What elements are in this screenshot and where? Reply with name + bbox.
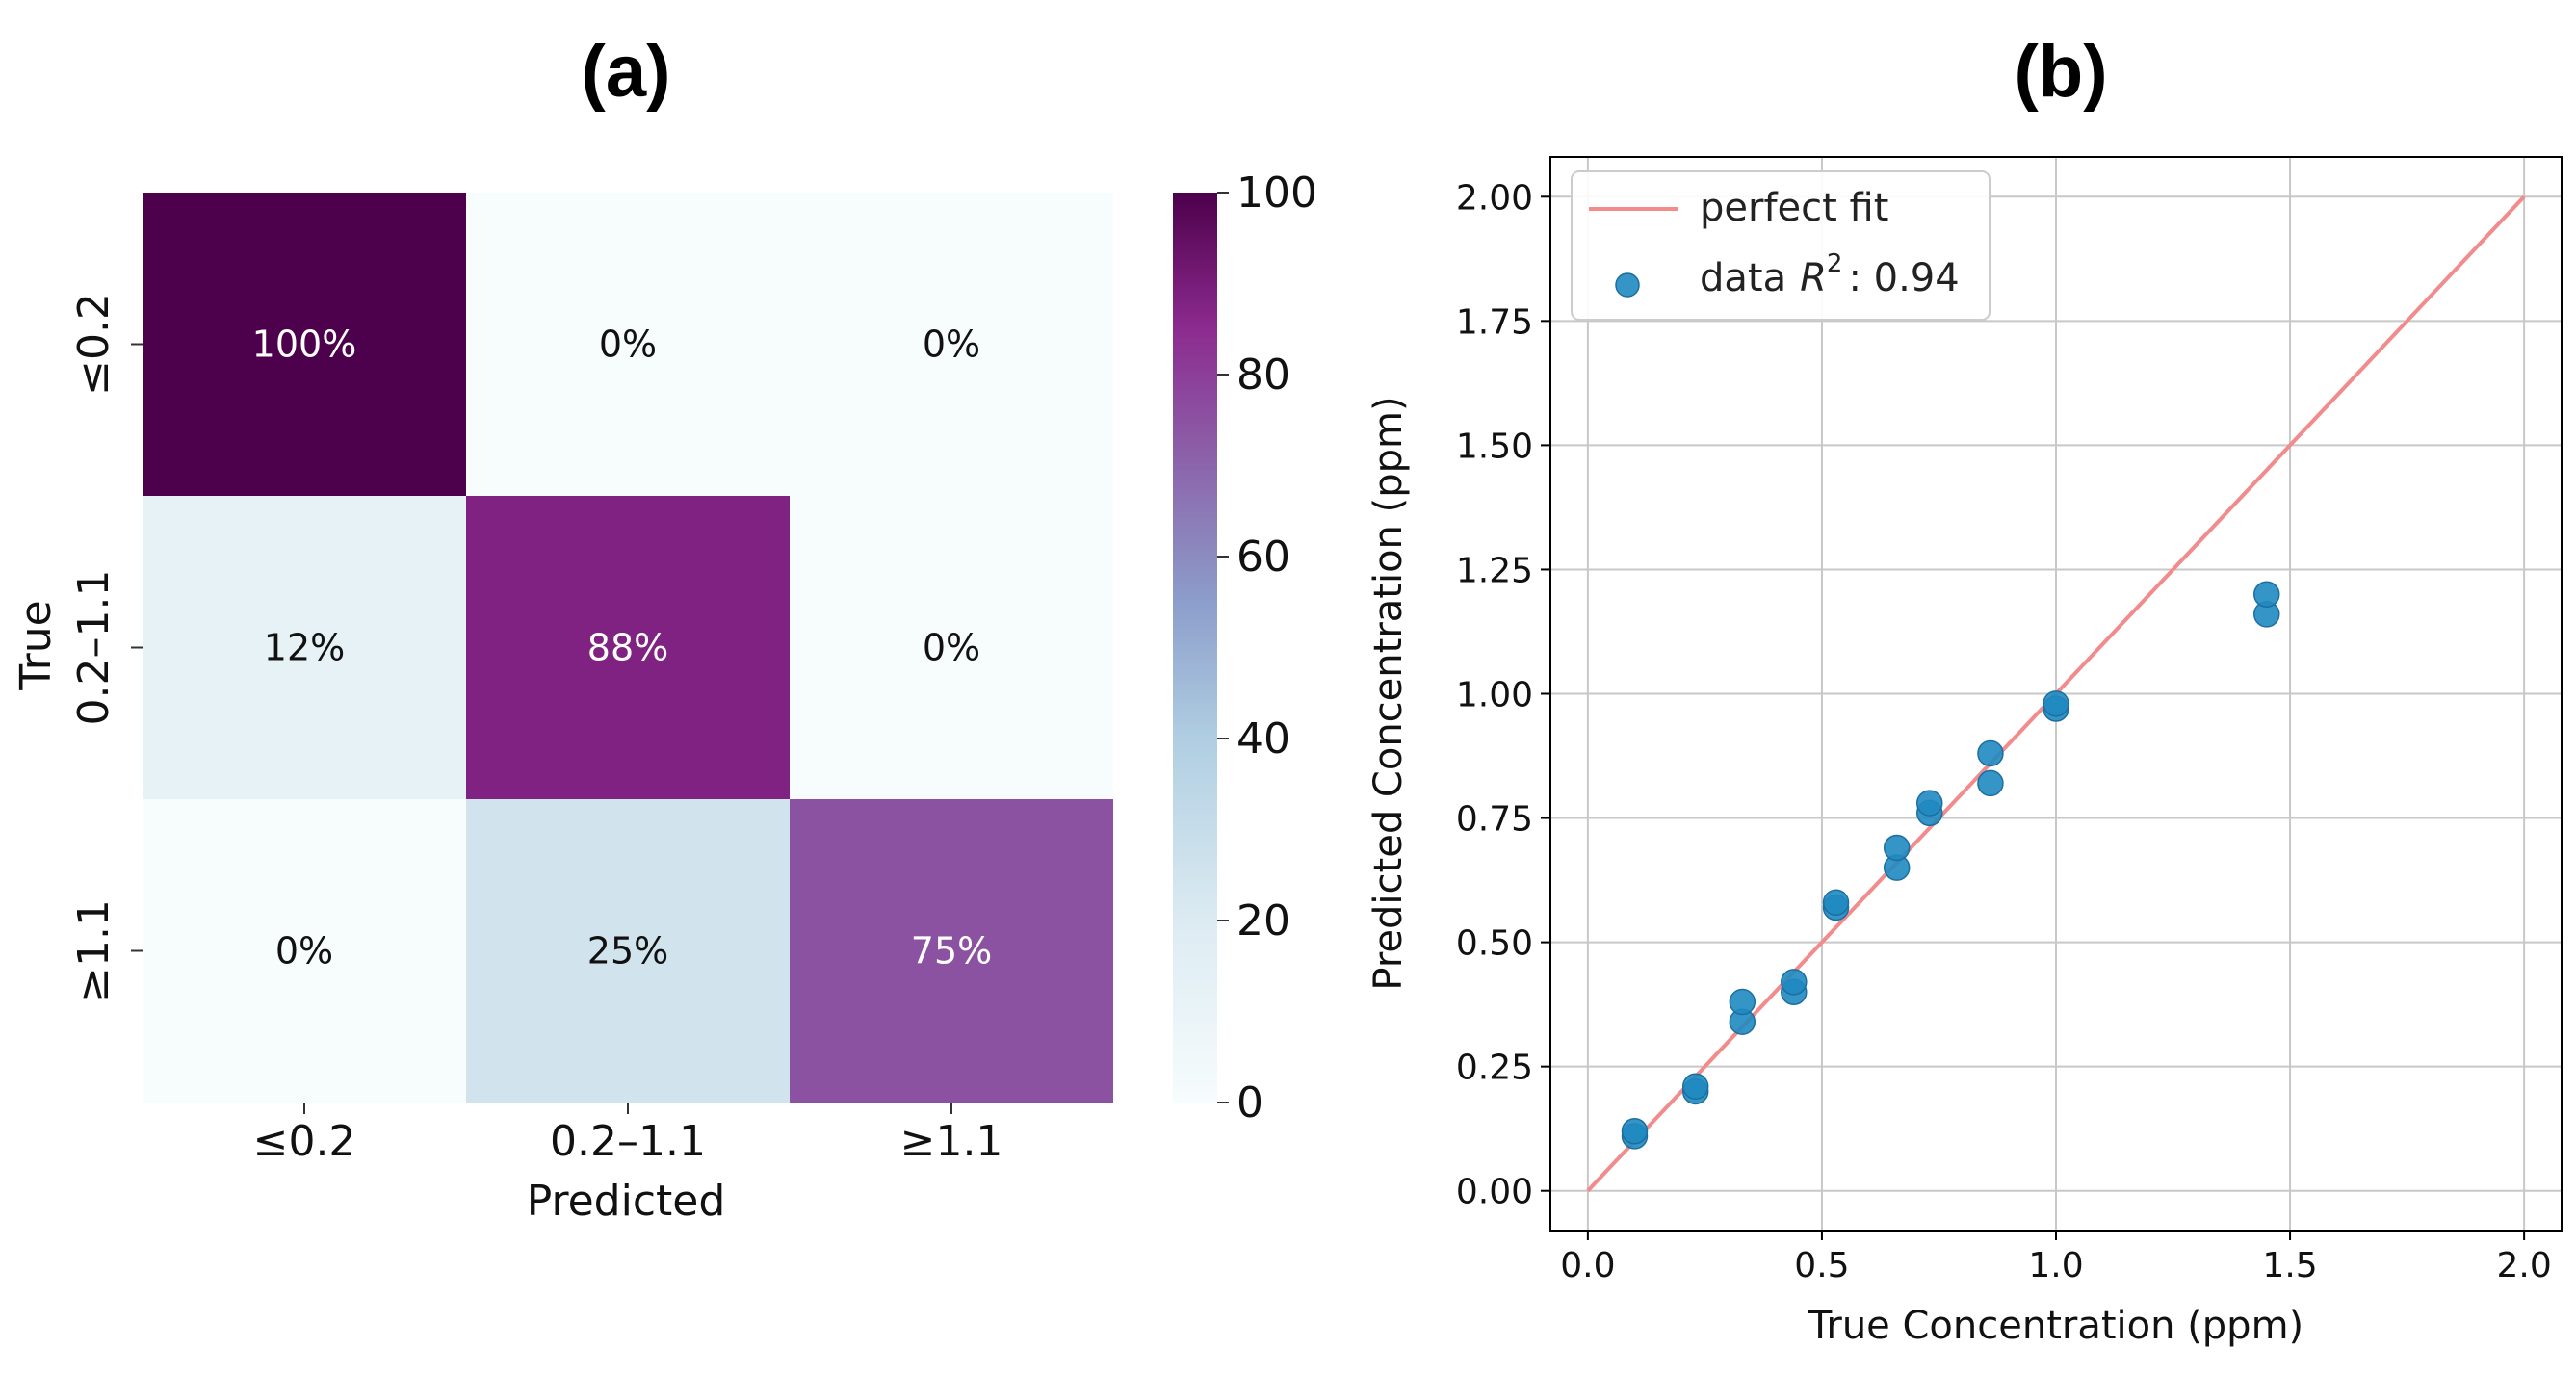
data-point: [1621, 1118, 1649, 1145]
heatmap-y-tick-label: ≤0.2: [69, 293, 118, 396]
heatmap-cell: [143, 496, 466, 799]
data-point: [1822, 889, 1850, 917]
data-series: [1621, 581, 2280, 1150]
heatmap-y-axis-label: True: [12, 600, 61, 690]
colorbar-tick-label: 60: [1236, 532, 1290, 582]
scatter-x-tick-label: 0.5: [1794, 1246, 1849, 1285]
heatmap-cell-label: 100%: [252, 324, 357, 366]
heatmap-y-tick-label: ≥1.1: [69, 899, 118, 1002]
heatmap-cell-label: 25%: [587, 930, 668, 973]
legend: perfect fit data R2: 0.94: [1571, 170, 1991, 321]
legend-label-perfect-fit: perfect fit: [1700, 186, 1888, 230]
scatter-y-tick-label: 0.75: [1456, 800, 1533, 840]
heatmap-x-tick-label: ≥1.1: [900, 1117, 1003, 1166]
scatter-x-tick-label: 1.0: [2028, 1246, 2083, 1285]
panel-label-b: (b): [2014, 31, 2107, 113]
data-point: [1977, 769, 2004, 797]
colorbar: 0 20 40 60 80 100: [1173, 169, 1317, 1128]
heatmap-cell-label: 75%: [911, 930, 992, 973]
data-point: [1729, 988, 1756, 1016]
scatter-y-tick-label: 0.25: [1456, 1049, 1533, 1088]
legend-r-symbol: R: [1800, 256, 1827, 300]
scatter-y-tick-label: 1.75: [1456, 302, 1533, 342]
scatter-y-axis-label: Predicted Concentration (ppm): [1366, 396, 1411, 990]
scatter-ticks: 0.0 0.5 1.0 1.5 2.0 0.00 0.25 0.50 0.75 1.00 1.25 1…: [1456, 178, 2552, 1285]
heatmap-cell: [790, 799, 1113, 1103]
scatter-y-tick-label: 1.00: [1456, 676, 1533, 715]
legend-r-power: 2: [1827, 249, 1843, 278]
heatmap-cell: [466, 496, 790, 799]
legend-marker-swatch: [1615, 272, 1640, 298]
scatter-y-tick-label: 2.00: [1456, 178, 1533, 218]
colorbar-tick-label: 20: [1236, 896, 1290, 946]
data-point: [1681, 1073, 1709, 1101]
panel-label-a: (a): [582, 31, 671, 113]
data-point: [1781, 969, 1808, 996]
colorbar-ticks: 0 20 40 60 80 100: [1217, 169, 1317, 1128]
heatmap-x-axis-label: Predicted: [527, 1177, 726, 1226]
data-point: [1883, 834, 1911, 862]
heatmap-chart: 100% 0% 0% 12% 88% 0% 0% 25% 75% ≤0.2 0.2–1.1 ≥1.1…: [12, 169, 1317, 1226]
scatter-y-tick-label: 1.50: [1456, 427, 1533, 466]
heatmap-x-tick-label: 0.2–1.1: [550, 1117, 706, 1166]
heatmap-cell-label: 88%: [587, 627, 668, 669]
colorbar-tick-label: 40: [1236, 714, 1290, 764]
scatter-x-tick-label: 0.0: [1560, 1246, 1615, 1285]
scatter-y-tick-label: 0.00: [1456, 1173, 1533, 1212]
panel-label-a-letter: a: [606, 31, 647, 113]
scatter-x-tick-label: 2.0: [2496, 1246, 2551, 1285]
heatmap-cell-labels: 100% 0% 0% 12% 88% 0% 0% 25% 75%: [252, 324, 993, 973]
heatmap-cells: [143, 193, 1113, 1103]
data-point: [2253, 581, 2280, 609]
scatter-x-tick-label: 1.5: [2262, 1246, 2317, 1285]
heatmap-cell: [143, 799, 466, 1103]
heatmap-cell: [466, 193, 790, 496]
scatter-y-tick-label: 0.50: [1456, 924, 1533, 964]
scatter-y-tick-label: 1.25: [1456, 551, 1533, 590]
heatmap-cell-label: 12%: [264, 627, 345, 669]
heatmap-cell: [790, 496, 1113, 799]
colorbar-tick-label: 0: [1236, 1078, 1263, 1128]
heatmap-ticks: ≤0.2 0.2–1.1 ≥1.1 ≤0.2 0.2–1.1 ≥1.1: [69, 293, 1002, 1166]
heatmap-cell-label: 0%: [275, 930, 333, 973]
heatmap-cell: [790, 193, 1113, 496]
legend-data-name: data: [1700, 256, 1786, 300]
scatter-chart: 0.0 0.5 1.0 1.5 2.0 0.00 0.25 0.50 0.75 1.00 1.25 1…: [1366, 156, 2563, 1348]
heatmap-y-tick-label: 0.2–1.1: [69, 570, 118, 726]
heatmap-x-tick-label: ≤0.2: [253, 1117, 356, 1166]
scatter-axes-frame: [1549, 156, 2563, 1232]
data-point: [1977, 739, 2004, 767]
legend-label-data: data R2: 0.94: [1700, 249, 1960, 300]
colorbar-tick-label: 100: [1236, 169, 1317, 218]
panel-label-b-letter: b: [2039, 31, 2083, 113]
legend-r2-value: : 0.94: [1848, 256, 1959, 300]
heatmap-cell: [143, 193, 466, 496]
data-point: [2043, 690, 2069, 717]
scatter-x-axis-label: True Concentration (ppm): [1808, 1304, 2303, 1348]
heatmap-cell-label: 0%: [923, 627, 980, 669]
colorbar-tick-label: 80: [1236, 350, 1290, 400]
heatmap-cell-label: 0%: [599, 324, 657, 366]
colorbar-gradient: [1173, 193, 1217, 1103]
heatmap-cell-label: 0%: [923, 324, 980, 366]
data-point: [1916, 790, 1943, 817]
heatmap-cell: [466, 799, 790, 1103]
